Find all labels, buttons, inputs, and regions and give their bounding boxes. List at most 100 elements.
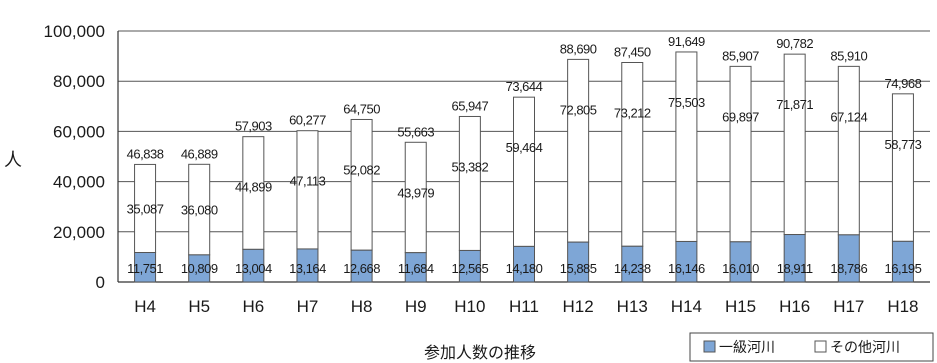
bar-other-river: [567, 58, 590, 243]
legend-swatch-other-river: [814, 340, 827, 353]
legend-box: [689, 332, 934, 362]
total-label: 55,663: [397, 124, 434, 139]
other-river-value-label: 47,113: [290, 174, 326, 189]
bar-other-river: [783, 53, 806, 236]
other-river-value-label: 71,871: [776, 97, 813, 112]
y-axis-title: 人: [4, 150, 22, 171]
bar-other-river: [675, 51, 698, 242]
x-tick-label: H8: [351, 297, 373, 316]
bar-class1-river: [621, 245, 644, 283]
other-river-value-label: 72,805: [560, 102, 597, 117]
other-river-value-label: 35,087: [127, 201, 164, 216]
bar-class1-river: [458, 249, 481, 283]
class1-river-value-label: 14,238: [614, 261, 651, 276]
total-label: 73,644: [506, 79, 543, 94]
other-river-value-label: 59,464: [506, 140, 543, 155]
chart-caption: 参加人数の推移: [424, 343, 536, 362]
class1-river-value-label: 11,684: [398, 261, 434, 276]
x-tick-label: H13: [617, 297, 648, 316]
x-tick-label: H14: [671, 297, 702, 316]
y-tick-label: 80,000: [53, 72, 105, 91]
total-label: 90,782: [776, 36, 813, 51]
bar-class1-river: [134, 252, 157, 283]
other-river-value-label: 43,979: [397, 185, 434, 200]
x-tick-label: H10: [454, 297, 485, 316]
legend-swatch-class1-river: [703, 340, 716, 353]
bar-other-river: [837, 65, 860, 236]
bar-class1-river: [404, 252, 427, 283]
bar-other-river: [513, 96, 535, 247]
class1-river-value-label: 11,751: [127, 261, 163, 276]
other-river-value-label: 75,503: [668, 95, 705, 110]
total-label: 60,277: [289, 113, 326, 128]
class1-river-value-label: 16,146: [668, 261, 705, 276]
total-label: 74,968: [885, 76, 922, 91]
total-label: 91,649: [668, 34, 705, 49]
class1-river-value-label: 18,911: [777, 261, 813, 276]
legend-label-class1-river: 一級河川: [719, 340, 775, 356]
y-tick-label: 0: [96, 273, 105, 292]
bar-other-river: [729, 65, 752, 243]
bar-other-river: [458, 115, 481, 251]
x-tick-label: H7: [297, 297, 319, 316]
total-label: 46,889: [181, 146, 218, 161]
total-label: 88,690: [560, 41, 597, 56]
bar-class1-river: [837, 234, 860, 283]
class1-river-value-label: 18,786: [830, 261, 867, 276]
bar-other-river: [891, 93, 914, 242]
bar-class1-river: [675, 240, 698, 283]
other-river-value-label: 36,080: [181, 203, 218, 218]
x-tick-label: H16: [779, 297, 810, 316]
bar-class1-river: [513, 245, 535, 283]
x-tick-label: H12: [563, 297, 594, 316]
bar-class1-river: [783, 234, 806, 283]
other-river-value-label: 52,082: [343, 162, 380, 177]
x-tick-label: H6: [242, 297, 264, 316]
class1-river-value-label: 12,668: [343, 261, 380, 276]
class1-river-value-label: 16,010: [722, 261, 759, 276]
class1-river-value-label: 13,164: [289, 261, 326, 276]
bar-class1-river: [188, 254, 211, 283]
other-river-value-label: 53,382: [451, 159, 488, 174]
class1-river-value-label: 10,809: [181, 261, 218, 276]
bar-other-river: [621, 62, 644, 247]
class1-river-value-label: 16,195: [885, 261, 922, 276]
total-label: 85,910: [830, 48, 867, 63]
bar-class1-river: [891, 240, 914, 283]
x-tick-label: H5: [188, 297, 210, 316]
y-tick-label: 20,000: [53, 223, 105, 242]
total-label: 64,750: [343, 101, 380, 116]
bar-other-river: [350, 118, 373, 251]
x-tick-label: H11: [509, 297, 539, 316]
total-label: 46,838: [127, 146, 164, 161]
x-tick-label: H9: [405, 297, 427, 316]
bar-class1-river: [296, 248, 319, 283]
y-tick-label: 40,000: [53, 173, 105, 192]
total-label: 65,947: [451, 98, 488, 113]
class1-river-value-label: 12,565: [451, 261, 488, 276]
class1-river-value-label: 15,885: [560, 261, 597, 276]
y-tick-label: 100,000: [44, 22, 105, 41]
total-label: 85,907: [722, 48, 759, 63]
other-river-value-label: 67,124: [830, 109, 867, 124]
bar-class1-river: [242, 248, 265, 283]
x-tick-label: H18: [887, 297, 918, 316]
other-river-value-label: 69,897: [722, 109, 759, 124]
total-label: 57,903: [235, 119, 272, 134]
x-tick-label: H15: [725, 297, 756, 316]
legend-label-other-river: その他河川: [830, 340, 900, 356]
bar-class1-river: [729, 241, 752, 283]
bar-other-river: [296, 130, 319, 250]
total-label: 87,450: [614, 45, 651, 60]
other-river-value-label: 58,773: [885, 137, 922, 152]
other-river-value-label: 44,899: [235, 180, 272, 195]
x-tick-label: H4: [134, 297, 156, 316]
other-river-value-label: 73,212: [614, 106, 651, 121]
class1-river-value-label: 14,180: [506, 261, 543, 276]
bar-class1-river: [567, 241, 590, 283]
x-tick-label: H17: [833, 297, 864, 316]
bar-class1-river: [350, 249, 373, 283]
class1-river-value-label: 13,004: [235, 261, 272, 276]
y-tick-label: 60,000: [53, 122, 105, 141]
